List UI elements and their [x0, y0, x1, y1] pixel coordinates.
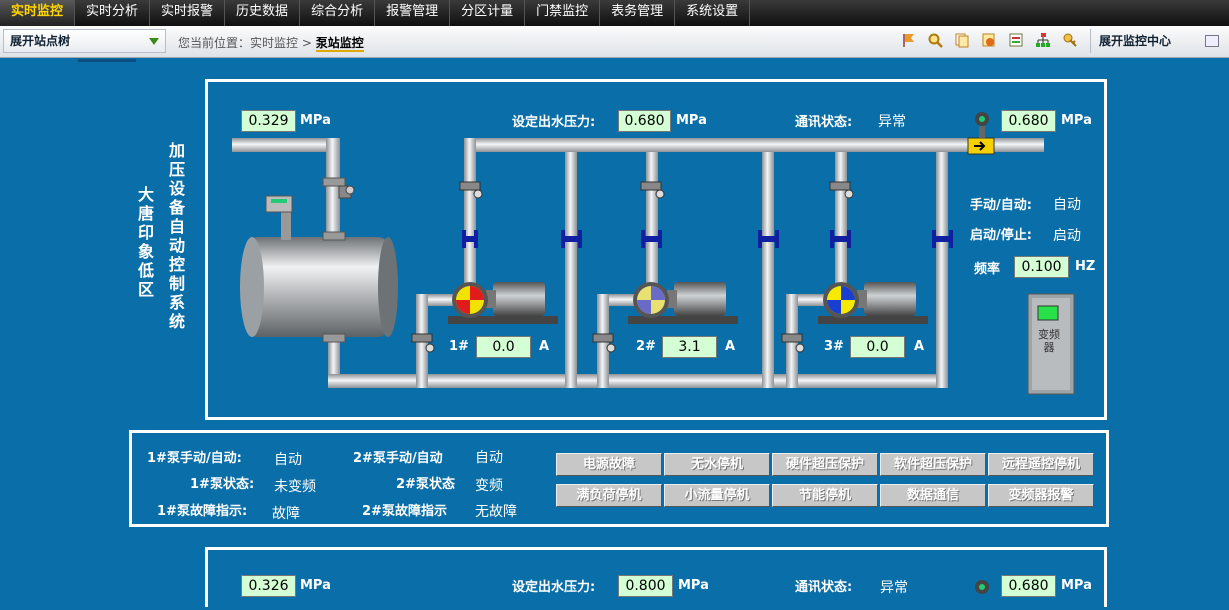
nav-realtime-analysis[interactable]: 实时分析	[75, 0, 151, 26]
pump-2-fault-value: 无故障	[475, 504, 517, 520]
pump-1-label: 1#	[449, 339, 469, 354]
copy-icon[interactable]	[952, 31, 972, 49]
site-name: 大唐印象低区	[137, 185, 154, 299]
outlet-pressure-unit: MPa	[1061, 113, 1092, 128]
pump-2-label: 2#	[636, 339, 656, 354]
inlet-pressure-unit: MPa	[300, 113, 331, 128]
tree-indicator	[78, 59, 136, 62]
alarm-vfd[interactable]: 变频器报警	[988, 484, 1094, 507]
pump-2-mode-label: 2#泵手动/自动	[353, 451, 443, 466]
system-title: 加压设备自动控制系统	[168, 141, 185, 331]
station-2-setpoint-label: 设定出水压力:	[512, 580, 596, 595]
alarm-hardware-overpressure[interactable]: 硬件超压保护	[772, 453, 878, 476]
expand-monitor-center-button[interactable]: 展开监控中心	[1090, 29, 1229, 53]
breadcrumb-current[interactable]: 泵站监控	[315, 36, 364, 52]
breadcrumb-prefix: 您当前位置：实时监控 >	[178, 36, 312, 50]
nav-meter-management[interactable]: 表务管理	[600, 0, 676, 26]
nav-alarm-management[interactable]: 报警管理	[375, 0, 451, 26]
pump-diagram-2	[975, 580, 989, 594]
pump-2-state-value: 变频	[475, 478, 503, 494]
comm-status-label: 通讯状态:	[795, 115, 853, 130]
alarm-full-load-stop[interactable]: 满负荷停机	[556, 484, 662, 507]
pump-2-mode-value: 自动	[475, 450, 503, 466]
search-icon[interactable]	[925, 31, 945, 49]
pump-diagram-1	[232, 112, 1075, 395]
mode-label: 手动/自动:	[970, 198, 1032, 213]
pump-2-fault-label: 2#泵故障指示	[362, 504, 447, 519]
pump-1-unit: A	[539, 339, 550, 354]
frequency-unit: HZ	[1075, 259, 1096, 274]
station-panel-1: 0.329 MPa 设定出水压力: 0.680 MPa 通讯状态: 异常 0.6…	[205, 79, 1107, 420]
station-2-inlet-unit: MPa	[300, 578, 331, 593]
vfd-label: 变频器	[1038, 328, 1060, 354]
run-value: 启动	[1053, 228, 1081, 244]
station-2-inlet-pressure: 0.326	[241, 575, 296, 597]
station-2-setpoint: 0.800	[618, 575, 673, 597]
inlet-pressure-field: 0.329	[241, 110, 296, 132]
pump-1-fault-value: 故障	[272, 506, 300, 522]
refresh-icon[interactable]	[979, 31, 999, 49]
tree-button-label: 展开站点树	[10, 34, 71, 48]
pump-1-fault-label: 1#泵故障指示:	[157, 504, 248, 519]
station-2-comm-label: 通讯状态:	[795, 580, 853, 595]
run-label: 启动/停止:	[970, 228, 1032, 243]
flag-icon[interactable]	[898, 31, 918, 49]
nav-realtime-alarm[interactable]: 实时报警	[150, 0, 226, 26]
mode-value: 自动	[1053, 197, 1081, 213]
station-2-outlet-pressure: 0.680	[1001, 575, 1056, 597]
monitor-center-label: 展开监控中心	[1099, 34, 1172, 48]
pump-2-unit: A	[725, 339, 736, 354]
pump-3-current: 0.0	[850, 336, 905, 358]
setpoint-unit: MPa	[676, 113, 707, 128]
nav-system-settings[interactable]: 系统设置	[675, 0, 751, 26]
nav-district-metering[interactable]: 分区计量	[450, 0, 526, 26]
nav-realtime-monitor[interactable]: 实时监控	[0, 0, 76, 26]
pump-1-state-value: 未变频	[274, 479, 316, 495]
chevron-down-icon	[149, 38, 159, 45]
pump-2	[628, 282, 738, 324]
toolbar: 展开站点树 您当前位置：实时监控 > 泵站监控 展开监控中心	[0, 26, 1229, 58]
frequency-field: 0.100	[1014, 256, 1069, 278]
pump-2-state-label: 2#泵状态	[396, 477, 455, 492]
nav-history-data[interactable]: 历史数据	[225, 0, 301, 26]
nav-access-control[interactable]: 门禁监控	[525, 0, 601, 26]
alarm-energy-saving-stop[interactable]: 节能停机	[772, 484, 878, 507]
window-icon[interactable]	[1205, 35, 1219, 47]
pump-1-state-label: 1#泵状态:	[190, 477, 255, 492]
pressure-tank	[240, 177, 398, 343]
pump-status-panel: 1#泵手动/自动: 自动 1#泵状态: 未变频 1#泵故障指示: 故障 2#泵手…	[129, 430, 1109, 527]
station-panel-2: 0.326 MPa 设定出水压力: 0.800 MPa 通讯状态: 异常 0.6…	[205, 547, 1107, 607]
alarm-low-flow-stop[interactable]: 小流量停机	[664, 484, 770, 507]
pump-3	[818, 282, 928, 324]
breadcrumb: 您当前位置：实时监控 > 泵站监控	[178, 34, 364, 52]
pump-1-current: 0.0	[476, 336, 531, 358]
alarm-remote-stop[interactable]: 远程遥控停机	[988, 453, 1094, 476]
pump-1-mode-value: 自动	[274, 452, 302, 468]
alarm-data-comm[interactable]: 数据通信	[880, 484, 986, 507]
pump-3-label: 3#	[824, 339, 844, 354]
alarm-software-overpressure[interactable]: 软件超压保护	[880, 453, 986, 476]
station-2-setpoint-unit: MPa	[678, 578, 709, 593]
pump-3-unit: A	[914, 339, 925, 354]
comm-status-value: 异常	[878, 114, 906, 130]
frequency-label: 频率	[974, 262, 1001, 277]
setpoint-field: 0.680	[618, 110, 671, 132]
alarm-power-fault[interactable]: 电源故障	[556, 453, 662, 476]
pump-2-current: 3.1	[662, 336, 717, 358]
setpoint-label: 设定出水压力:	[512, 115, 596, 130]
nav-comprehensive-analysis[interactable]: 综合分析	[300, 0, 376, 26]
alarm-no-water-stop[interactable]: 无水停机	[664, 453, 770, 476]
station-2-outlet-unit: MPa	[1061, 578, 1092, 593]
pump-1	[448, 282, 558, 324]
network-icon[interactable]	[1033, 31, 1053, 49]
top-nav: 实时监控 实时分析 实时报警 历史数据 综合分析 报警管理 分区计量 门禁监控 …	[0, 0, 1229, 26]
outlet-pressure-field: 0.680	[1001, 110, 1056, 132]
key-icon[interactable]	[1060, 31, 1080, 49]
station-2-comm-value: 异常	[880, 580, 908, 596]
report-icon[interactable]	[1006, 31, 1026, 49]
expand-site-tree-button[interactable]: 展开站点树	[3, 29, 166, 53]
pump-1-mode-label: 1#泵手动/自动:	[147, 451, 242, 466]
